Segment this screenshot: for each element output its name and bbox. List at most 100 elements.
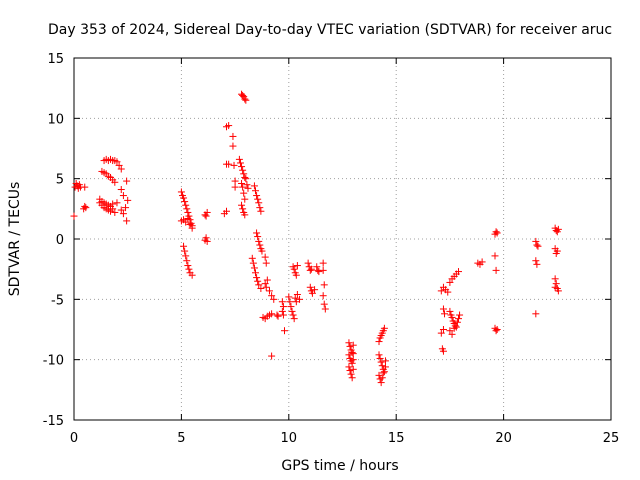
data-point: [256, 241, 264, 249]
data-point: [377, 379, 385, 387]
data-point: [238, 163, 246, 171]
data-point: [242, 96, 250, 104]
data-point: [185, 265, 193, 273]
data-point: [250, 182, 258, 190]
data-point: [554, 287, 562, 295]
data-point: [268, 352, 276, 360]
data-point: [254, 277, 262, 285]
data-point: [230, 161, 238, 169]
chart-title: Day 353 of 2024, Sidereal Day-to-day VTE…: [48, 22, 612, 38]
data-point: [177, 188, 185, 196]
data-point: [492, 228, 500, 236]
data-point: [188, 224, 196, 232]
data-point: [533, 260, 541, 268]
data-point: [182, 252, 190, 260]
data-point: [122, 204, 130, 212]
data-point: [553, 247, 561, 255]
data-point: [202, 212, 210, 220]
axis-ticks: [73, 57, 612, 421]
data-point: [249, 259, 257, 267]
data-point: [348, 374, 356, 382]
data-point: [124, 196, 132, 204]
data-point: [380, 368, 388, 376]
data-point: [70, 212, 78, 220]
data-point: [223, 207, 231, 215]
data-point: [290, 315, 298, 323]
y-tick-label: -5: [51, 293, 64, 308]
data-point: [242, 175, 250, 183]
data-point: [236, 159, 244, 167]
data-point: [375, 351, 383, 359]
data-point: [113, 199, 121, 207]
y-tick-label: 5: [56, 173, 64, 188]
data-point: [229, 142, 237, 150]
data-point: [439, 347, 447, 355]
data-point: [308, 289, 316, 297]
data-point: [279, 303, 287, 311]
data-point: [186, 221, 194, 229]
data-point: [313, 263, 321, 271]
data-point: [238, 179, 246, 187]
data-point: [182, 218, 190, 226]
data-point: [258, 247, 266, 255]
data-point: [446, 307, 454, 315]
data-point: [345, 339, 353, 347]
data-point: [377, 358, 385, 366]
data-point: [448, 330, 456, 338]
data-point: [250, 264, 258, 272]
data-point: [281, 327, 289, 335]
data-point: [315, 268, 323, 276]
data-point: [117, 165, 125, 173]
data-point: [268, 292, 276, 300]
data-point: [311, 286, 319, 294]
data-point: [256, 204, 264, 212]
data-point: [239, 166, 247, 174]
x-tick-label: 25: [603, 431, 620, 446]
data-point: [478, 258, 486, 266]
data-point: [278, 307, 286, 315]
data-point: [262, 259, 270, 267]
x-axis-title: GPS time / hours: [281, 458, 398, 474]
data-point: [532, 237, 540, 245]
data-point: [450, 324, 458, 332]
data-point: [454, 315, 462, 323]
data-point: [253, 229, 261, 237]
x-tick-label: 15: [388, 431, 405, 446]
data-point: [454, 268, 462, 276]
data-point: [533, 241, 541, 249]
data-point: [255, 237, 263, 245]
data-point: [381, 363, 389, 371]
data-point: [265, 287, 273, 295]
data-point: [532, 257, 540, 265]
data-point: [346, 342, 354, 350]
data-point: [225, 122, 233, 130]
data-point: [534, 242, 542, 250]
data-point: [304, 259, 312, 267]
grid-lines: [74, 58, 611, 420]
data-point: [254, 233, 262, 241]
data-point: [306, 283, 314, 291]
y-tick-label: 10: [47, 112, 64, 127]
data-point: [184, 208, 192, 216]
data-point: [268, 310, 276, 318]
data-point: [203, 237, 211, 245]
data-point: [119, 210, 127, 218]
data-point: [253, 274, 261, 282]
y-tick-label: -10: [43, 354, 64, 369]
data-point: [248, 254, 256, 262]
data-point: [229, 132, 237, 140]
data-point: [263, 276, 271, 284]
data-point: [379, 369, 387, 377]
y-tick-label: 0: [56, 233, 64, 248]
data-point: [287, 303, 295, 311]
data-point: [241, 173, 249, 181]
y-axis-title: SDTVAR / TECUs: [7, 182, 23, 297]
data-point: [239, 205, 247, 213]
data-point: [235, 155, 243, 163]
data-point: [552, 280, 560, 288]
data-point: [307, 265, 315, 273]
data-point: [119, 192, 127, 200]
data-point: [349, 365, 357, 373]
x-tick-label: 10: [281, 431, 298, 446]
